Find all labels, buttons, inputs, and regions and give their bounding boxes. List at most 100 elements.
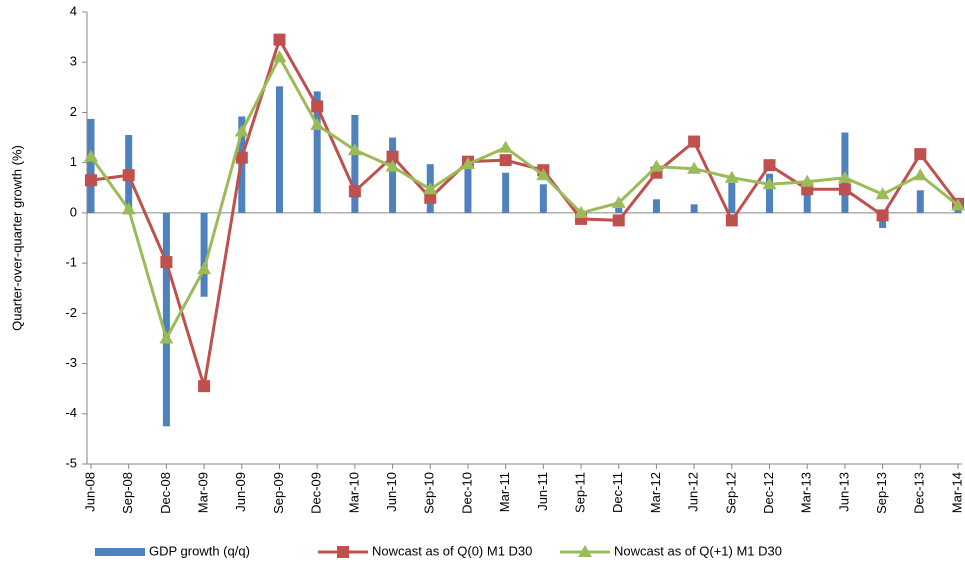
x-tick-label: Sep-10 xyxy=(422,472,437,514)
marker xyxy=(688,135,701,148)
marker xyxy=(122,169,135,182)
marker xyxy=(84,149,98,162)
x-tick-label: Dec-09 xyxy=(309,472,324,514)
bar xyxy=(690,204,698,213)
marker xyxy=(913,168,928,181)
bar xyxy=(502,172,510,213)
y-tick-label: 0 xyxy=(70,204,77,219)
x-tick-label: Sep-08 xyxy=(120,472,135,514)
marker xyxy=(273,33,286,46)
marker xyxy=(536,168,551,181)
bar xyxy=(275,86,283,213)
x-tick-label: Jun-13 xyxy=(836,472,851,512)
marker xyxy=(578,545,592,557)
marker xyxy=(838,183,851,196)
line xyxy=(89,54,959,343)
x-tick-label: Dec-13 xyxy=(912,472,927,514)
marker xyxy=(876,209,889,222)
legend-swatch xyxy=(95,548,145,556)
marker xyxy=(385,159,400,172)
bar xyxy=(916,190,924,213)
y-tick-label: 2 xyxy=(70,104,77,119)
marker xyxy=(85,174,97,187)
y-tick-label: -1 xyxy=(65,255,77,270)
x-tick-label: Sep-12 xyxy=(723,472,738,514)
x-tick-label: Jun-09 xyxy=(233,472,248,512)
x-tick-label: Mar-12 xyxy=(648,472,663,513)
marker xyxy=(498,140,513,153)
marker xyxy=(914,148,927,161)
x-tick-label: Dec-11 xyxy=(610,472,625,513)
marker xyxy=(347,143,362,156)
bar xyxy=(313,91,321,213)
y-tick-label: -2 xyxy=(65,305,77,320)
bar xyxy=(803,187,811,213)
x-tick-label: Dec-12 xyxy=(761,472,776,514)
bar xyxy=(539,184,547,213)
x-tick-label: Mar-09 xyxy=(196,472,211,513)
x-tick-label: Jun-10 xyxy=(384,472,399,512)
marker xyxy=(800,174,815,187)
x-tick-label: Mar-10 xyxy=(346,472,361,513)
bar xyxy=(351,114,359,213)
x-tick-label: Sep-13 xyxy=(874,472,889,514)
x-tick-label: Dec-08 xyxy=(158,472,173,514)
legend-label: Nowcast as of Q(+1) M1 D30 xyxy=(614,543,782,558)
marker xyxy=(574,205,589,218)
marker xyxy=(160,256,173,269)
x-tick-label: Sep-11 xyxy=(572,472,587,513)
x-tick-label: Dec-10 xyxy=(459,472,474,514)
x-tick-label: Mar-11 xyxy=(497,472,512,512)
x-tick-label: Mar-14 xyxy=(949,472,964,513)
legend-label: Nowcast as of Q(0) M1 D30 xyxy=(372,543,532,558)
x-tick-label: Jun-08 xyxy=(82,472,97,512)
y-tick-label: 3 xyxy=(70,54,77,69)
marker xyxy=(310,118,325,130)
x-tick-label: Jun-12 xyxy=(686,472,701,512)
bar xyxy=(464,162,472,213)
marker xyxy=(235,151,248,164)
marker xyxy=(159,331,174,344)
bar xyxy=(162,212,170,427)
marker xyxy=(649,159,664,172)
bar xyxy=(766,173,774,213)
y-tick-label: -4 xyxy=(65,405,77,420)
marker xyxy=(763,159,776,172)
x-tick-label: Mar-13 xyxy=(799,472,814,513)
bar xyxy=(728,182,736,213)
marker xyxy=(875,187,890,200)
marker xyxy=(348,185,361,198)
marker xyxy=(198,380,211,393)
bar xyxy=(87,118,95,213)
y-axis-title: Quarter-over-quarter growth (%) xyxy=(9,145,24,331)
marker xyxy=(337,546,349,558)
line xyxy=(90,35,960,387)
marker xyxy=(499,154,512,167)
legend-label: GDP growth (q/q) xyxy=(149,543,250,558)
marker xyxy=(311,100,324,113)
marker xyxy=(460,157,475,170)
y-tick-label: -3 xyxy=(65,355,77,370)
marker xyxy=(837,170,852,183)
bar xyxy=(200,212,208,297)
marker xyxy=(234,124,249,137)
marker xyxy=(121,202,136,215)
marker xyxy=(951,198,965,211)
marker xyxy=(424,191,437,204)
marker xyxy=(725,214,738,227)
y-tick-label: 1 xyxy=(70,154,77,169)
x-tick-label: Sep-09 xyxy=(271,472,286,514)
marker xyxy=(687,161,702,174)
y-tick-label: 4 xyxy=(70,3,77,18)
marker xyxy=(611,195,626,208)
marker xyxy=(197,262,212,275)
marker xyxy=(423,182,438,195)
marker xyxy=(724,170,739,183)
marker xyxy=(386,150,399,163)
y-tick-label: -5 xyxy=(65,455,77,470)
marker xyxy=(612,214,625,227)
marker xyxy=(762,177,777,190)
bar xyxy=(652,199,660,213)
x-tick-label: Jun-11 xyxy=(535,472,550,511)
